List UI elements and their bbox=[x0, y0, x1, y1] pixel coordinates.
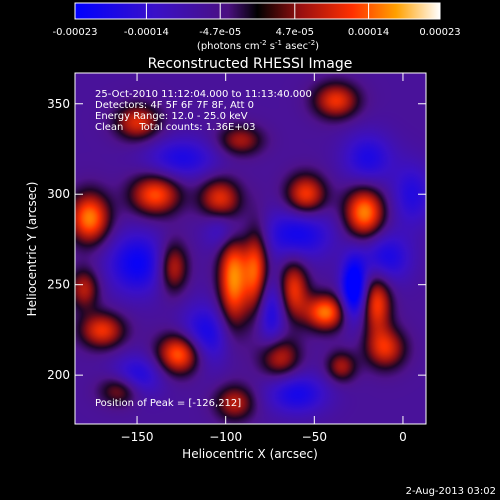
annotation-line: Energy Range: 12.0 - 25.0 keV bbox=[95, 111, 248, 122]
colorbar-tick-label: 0.00023 bbox=[419, 27, 460, 38]
x-axis-label: Heliocentric X (arcsec) bbox=[182, 447, 318, 461]
timestamp: 2-Aug-2013 03:02 bbox=[406, 486, 496, 497]
colorbar-tick-label: -0.00014 bbox=[124, 27, 169, 38]
x-tick-label: −150 bbox=[121, 430, 154, 444]
axes: −150 −100 −50 0 200 250 300 350 bbox=[47, 73, 426, 444]
colorbar-tick-label: 4.7e-05 bbox=[276, 27, 314, 38]
annotation-block: 25-Oct-2010 11:12:04.000 to 11:13:40.000… bbox=[95, 89, 312, 133]
x-tick-label: −100 bbox=[209, 430, 242, 444]
y-tick-label: 250 bbox=[47, 278, 70, 292]
x-tick-label: −50 bbox=[302, 430, 327, 444]
colorbar-tick-label: -4.7e-05 bbox=[199, 27, 241, 38]
y-tick-label: 300 bbox=[47, 187, 70, 201]
colorbar-ticks: -0.00023 -0.00014 -4.7e-05 4.7e-05 0.00014 0.… bbox=[53, 3, 461, 38]
x-tick-label: 0 bbox=[399, 430, 407, 444]
annotation-line: 25-Oct-2010 11:12:04.000 to 11:13:40.000 bbox=[95, 89, 312, 100]
colorbar bbox=[74, 2, 441, 20]
peak-position-label: Position of Peak = [-126,212] bbox=[95, 398, 241, 409]
y-axis-label: Heliocentric Y (arcsec) bbox=[25, 182, 39, 317]
annotation-line: Clean Total counts: 1.36E+03 bbox=[95, 122, 255, 133]
colorbar-tick-label: -0.00023 bbox=[53, 27, 98, 38]
colorbar-tick-label: 0.00014 bbox=[348, 27, 389, 38]
annotation-line: Detectors: 4F 5F 6F 7F 8F, Att 0 bbox=[95, 100, 254, 111]
colorbar-units: (photons cm-2 s-1 asec-2) bbox=[197, 39, 319, 52]
y-tick-label: 200 bbox=[47, 368, 70, 382]
y-tick-label: 350 bbox=[47, 97, 70, 111]
heatmap-image bbox=[75, 73, 426, 424]
plot-frame bbox=[74, 72, 427, 425]
chart-title: Reconstructed RHESSI Image bbox=[148, 56, 353, 72]
